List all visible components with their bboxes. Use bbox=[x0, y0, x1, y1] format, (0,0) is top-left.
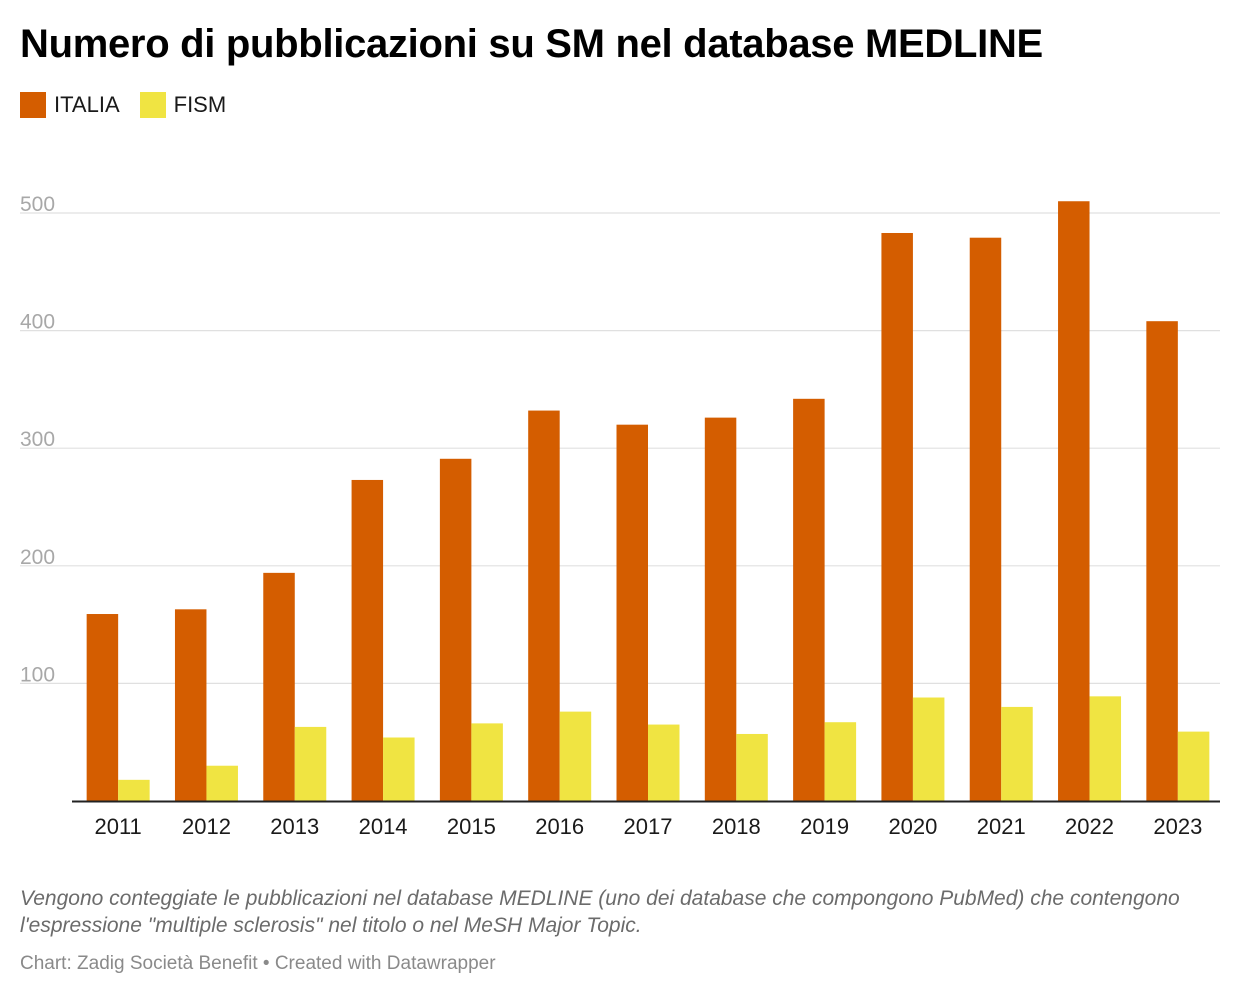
bar-fism-2018 bbox=[736, 733, 768, 801]
bar-italia-2017 bbox=[616, 424, 648, 801]
chart-credit: Chart: Zadig Società Benefit • Created w… bbox=[20, 953, 496, 974]
bar-italia-2011 bbox=[86, 614, 119, 801]
bar-italia-2022 bbox=[1058, 201, 1090, 802]
x-tick-label: 2021 bbox=[977, 814, 1026, 839]
y-tick-label: 100 bbox=[20, 663, 55, 686]
x-tick-label: 2013 bbox=[270, 814, 319, 839]
bar-fism-2013 bbox=[294, 726, 327, 801]
bar-italia-2018 bbox=[704, 417, 737, 801]
x-tick-label: 2019 bbox=[800, 814, 849, 839]
legend-item-fism: FISM bbox=[139, 92, 227, 118]
legend-swatch-italia bbox=[20, 92, 46, 118]
bar-italia-2012 bbox=[174, 609, 207, 801]
bar-italia-2015 bbox=[439, 458, 472, 801]
chart-title: Numero di pubblicazioni su SM nel databa… bbox=[20, 22, 1043, 66]
bar-italia-2019 bbox=[793, 398, 825, 801]
x-tick-label: 2014 bbox=[359, 814, 408, 839]
bar-fism-2012 bbox=[206, 765, 238, 801]
x-tick-label: 2018 bbox=[712, 814, 761, 839]
bar-fism-2022 bbox=[1089, 696, 1122, 801]
bar-italia-2016 bbox=[528, 410, 560, 801]
bar-fism-2023 bbox=[1177, 731, 1210, 801]
x-tick-label: 2015 bbox=[447, 814, 496, 839]
legend-swatch-fism bbox=[139, 92, 166, 118]
x-tick-label: 2011 bbox=[94, 814, 141, 839]
legend-label-italia: ITALIA bbox=[54, 92, 120, 117]
y-tick-label: 300 bbox=[20, 428, 55, 451]
y-tick-label: 200 bbox=[20, 546, 55, 569]
x-tick-label: 2017 bbox=[624, 814, 673, 839]
bar-fism-2011 bbox=[118, 779, 150, 801]
bar-italia-2013 bbox=[263, 572, 295, 801]
x-tick-label: 2022 bbox=[1065, 814, 1114, 839]
chart-note: Vengono conteggiate le pubblicazioni nel… bbox=[20, 887, 1180, 937]
legend: ITALIA FISM bbox=[20, 92, 226, 118]
y-tick-label: 500 bbox=[20, 193, 55, 216]
bar-fism-2020 bbox=[912, 697, 945, 801]
y-tick-label: 400 bbox=[20, 311, 55, 334]
bar-chart: 100 200 300 400 500 2011 2012 2013 2014 2015 2016 2… bbox=[20, 193, 1220, 839]
x-tick-label: 2020 bbox=[888, 814, 937, 839]
x-tick-label: 2016 bbox=[535, 814, 584, 839]
legend-label-fism: FISM bbox=[173, 92, 227, 117]
bar-italia-2023 bbox=[1146, 321, 1178, 801]
bar-italia-2014 bbox=[351, 479, 384, 801]
bar-italia-2020 bbox=[881, 232, 913, 801]
legend-item-italia: ITALIA bbox=[20, 92, 120, 118]
bar-fism-2019 bbox=[824, 722, 857, 801]
bar-fism-2021 bbox=[1001, 706, 1033, 801]
x-tick-label: 2012 bbox=[182, 814, 231, 839]
bar-fism-2014 bbox=[383, 737, 415, 801]
bar-italia-2021 bbox=[969, 237, 1002, 802]
x-tick-label: 2023 bbox=[1153, 814, 1202, 839]
bar-fism-2016 bbox=[559, 711, 592, 801]
bar-fism-2017 bbox=[648, 724, 680, 801]
bar-fism-2015 bbox=[471, 723, 503, 801]
